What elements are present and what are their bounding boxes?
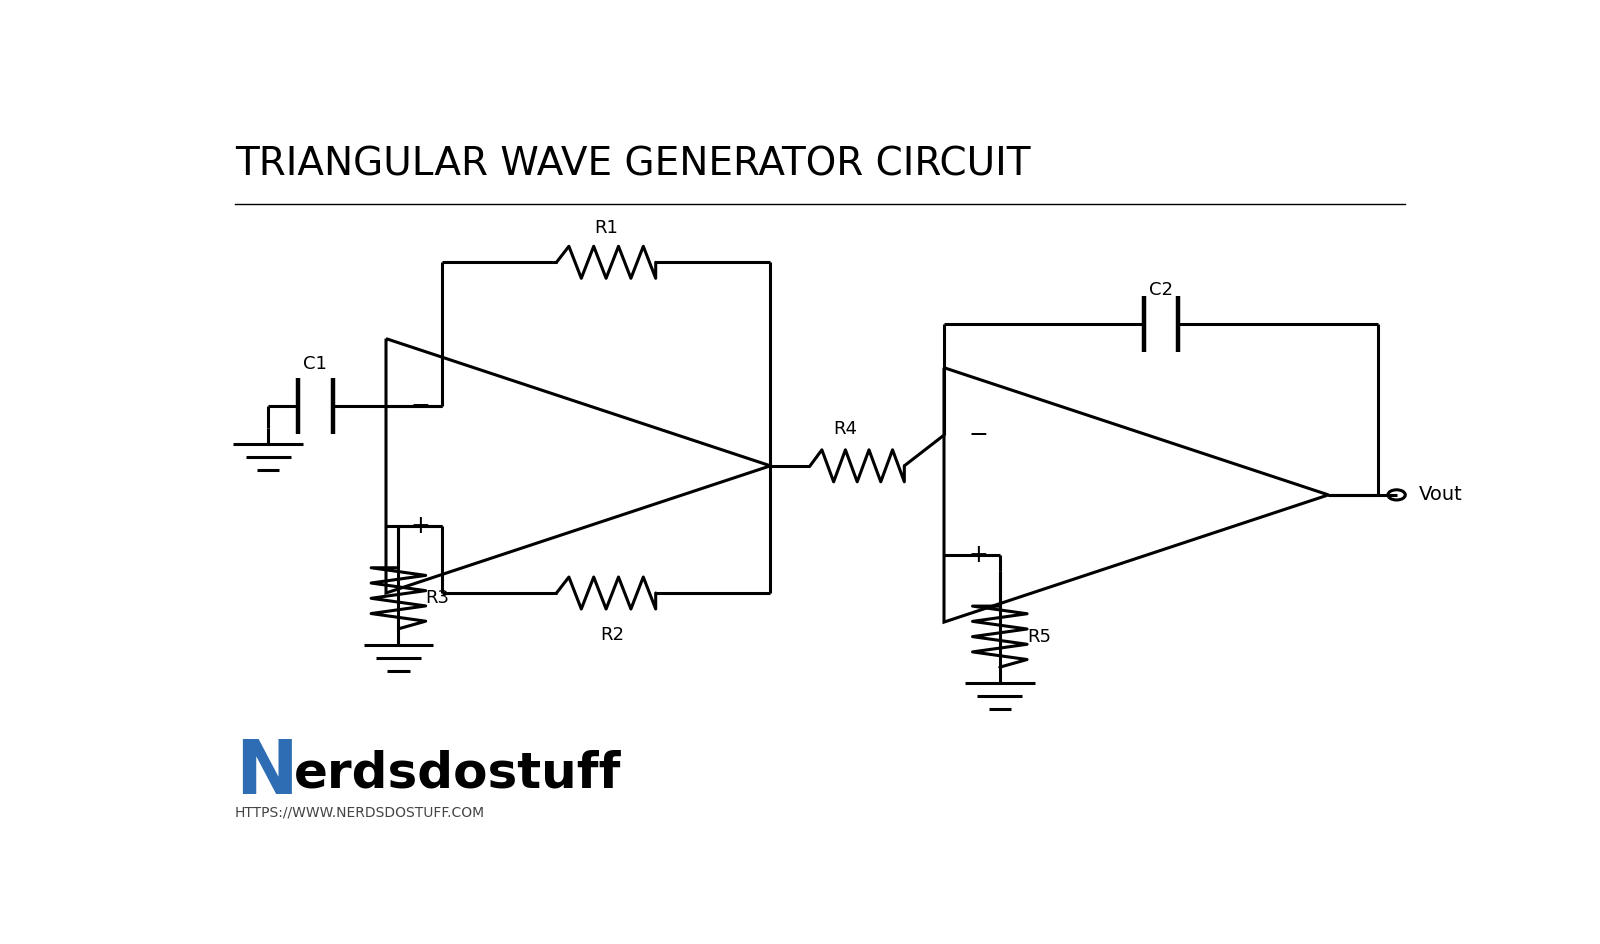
Text: −: − bbox=[970, 423, 989, 447]
Text: +: + bbox=[970, 543, 989, 566]
Text: N: N bbox=[235, 736, 298, 810]
Text: +: + bbox=[411, 514, 430, 537]
Text: HTTPS://WWW.NERDSDOSTUFF.COM: HTTPS://WWW.NERDSDOSTUFF.COM bbox=[235, 805, 485, 819]
Text: erdsdostuff: erdsdostuff bbox=[294, 750, 622, 798]
Text: TRIANGULAR WAVE GENERATOR CIRCUIT: TRIANGULAR WAVE GENERATOR CIRCUIT bbox=[235, 146, 1030, 184]
Text: R2: R2 bbox=[600, 626, 624, 644]
Text: −: − bbox=[411, 394, 430, 418]
Text: C1: C1 bbox=[304, 355, 328, 373]
Text: C2: C2 bbox=[1149, 280, 1173, 298]
Text: R4: R4 bbox=[834, 420, 858, 438]
Text: R3: R3 bbox=[426, 589, 450, 607]
Text: R5: R5 bbox=[1027, 628, 1051, 646]
Text: R1: R1 bbox=[594, 219, 618, 237]
Text: Vout: Vout bbox=[1419, 485, 1462, 504]
